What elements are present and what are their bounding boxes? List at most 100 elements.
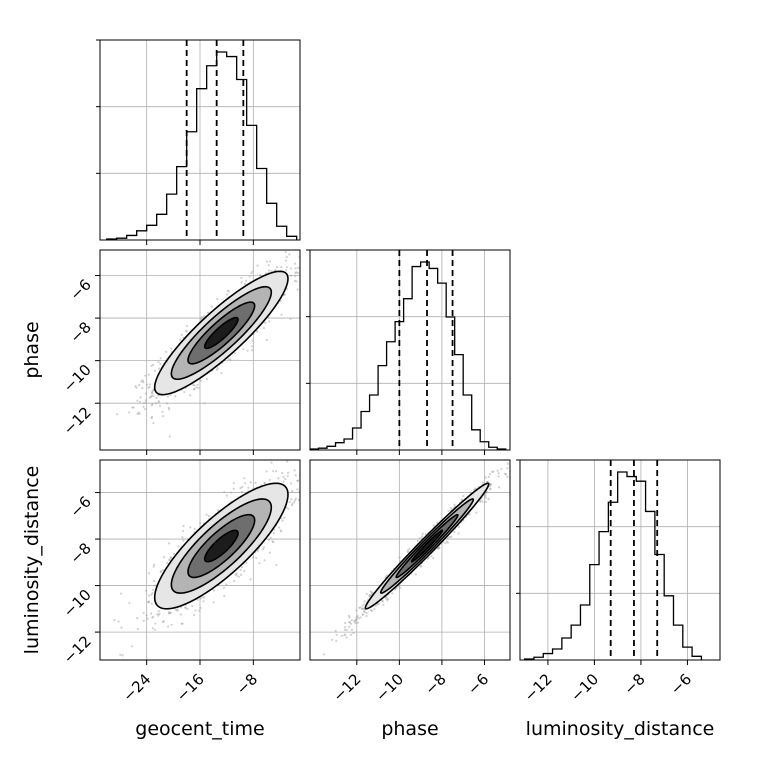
scatter-point xyxy=(365,592,368,596)
scatter-point xyxy=(185,330,188,333)
scatter-point xyxy=(144,408,147,411)
scatter-point xyxy=(289,317,292,320)
scatter-point xyxy=(150,593,153,596)
scatter-point xyxy=(117,620,120,623)
scatter-point xyxy=(307,493,309,495)
scatter-point xyxy=(137,411,140,414)
scatter-point xyxy=(240,566,244,569)
scatter-point xyxy=(240,281,243,284)
scatter-point xyxy=(354,621,357,625)
scatter-point xyxy=(280,313,283,316)
scatter-point xyxy=(182,524,185,527)
scatter-point xyxy=(168,612,171,615)
scatter-point xyxy=(267,269,271,272)
scatter-point xyxy=(157,360,160,364)
scatter-point xyxy=(152,588,155,591)
scatter-point xyxy=(254,481,257,485)
x-tick-label: −8 xyxy=(620,670,648,698)
scatter-point xyxy=(359,616,362,619)
scatter-point xyxy=(158,367,161,370)
scatter-point xyxy=(361,613,364,617)
scatter-point xyxy=(177,545,180,548)
scatter-point xyxy=(153,579,156,583)
panel-luminosity_distance-vs-luminosity_distance xyxy=(516,459,721,665)
x-tick-label: −8 xyxy=(233,670,261,698)
scatter-point xyxy=(293,262,297,265)
scatter-point xyxy=(287,507,290,510)
scatter-point xyxy=(286,474,289,478)
scatter-point xyxy=(199,606,202,609)
scatter-point xyxy=(220,371,223,375)
scatter-point xyxy=(284,455,286,457)
scatter-point xyxy=(335,639,338,643)
y-tick-label: −12 xyxy=(60,632,95,667)
scatter-point xyxy=(280,517,283,520)
scatter-point xyxy=(361,604,364,607)
scatter-point xyxy=(147,600,150,603)
scatter-point xyxy=(487,475,490,478)
scatter-point xyxy=(313,273,315,275)
scatter-point xyxy=(243,569,246,572)
scatter-point xyxy=(249,481,252,484)
scatter-point xyxy=(279,299,282,303)
scatter-point xyxy=(301,461,303,463)
scatter-point xyxy=(168,611,171,614)
scatter-point xyxy=(180,333,183,336)
scatter-point xyxy=(345,628,348,632)
scatter-point xyxy=(293,499,296,502)
scatter-point xyxy=(192,383,195,387)
scatter-point xyxy=(268,551,272,554)
scatter-point xyxy=(213,589,216,592)
y-tick-label: −12 xyxy=(60,403,95,438)
y-tick-label: −8 xyxy=(66,318,94,346)
scatter-point xyxy=(489,483,492,486)
scatter-point xyxy=(269,536,272,539)
scatter-point xyxy=(203,402,206,405)
scatter-point xyxy=(251,270,254,273)
scatter-point xyxy=(355,617,358,620)
axes-frame xyxy=(309,249,511,451)
scatter-point xyxy=(350,633,353,636)
scatter-point xyxy=(144,374,147,377)
scatter-point xyxy=(225,293,229,296)
scatter-point xyxy=(192,388,196,391)
scatter-point xyxy=(205,513,208,516)
scatter-point xyxy=(170,623,173,626)
scatter-point xyxy=(344,626,347,629)
scatter-point xyxy=(256,550,259,553)
scatter-point xyxy=(226,289,229,292)
scatter-point xyxy=(343,628,347,632)
scatter-point xyxy=(142,611,145,615)
scatter-point xyxy=(180,606,183,609)
scatter-point xyxy=(474,487,477,490)
scatter-point xyxy=(184,606,187,609)
scatter-point xyxy=(202,600,205,603)
scatter-point xyxy=(385,597,388,601)
scatter-point xyxy=(350,619,353,622)
scatter-point xyxy=(259,274,262,277)
scatter-point xyxy=(350,628,354,631)
scatter-point xyxy=(363,600,366,603)
scatter-point xyxy=(432,524,435,527)
scatter-point xyxy=(316,472,318,474)
scatter-point xyxy=(189,394,192,397)
scatter-point xyxy=(282,476,285,479)
scatter-point xyxy=(268,260,272,263)
scatter-point xyxy=(150,404,153,407)
scatter-point xyxy=(398,556,401,559)
scatter-point xyxy=(237,575,240,578)
scatter-point xyxy=(174,608,177,611)
scatter-point xyxy=(197,386,200,389)
scatter-point xyxy=(272,540,275,544)
scatter-point xyxy=(243,477,246,480)
x-tick-label: −8 xyxy=(421,670,449,698)
scatter-point xyxy=(229,491,233,494)
scatter-point xyxy=(250,349,253,352)
scatter-point xyxy=(183,390,186,394)
x-axis-label-luminosity_distance: luminosity_distance xyxy=(526,718,715,740)
scatter-point xyxy=(272,470,275,473)
scatter-point xyxy=(369,590,372,593)
scatter-point xyxy=(150,416,153,420)
scatter-point xyxy=(341,413,343,415)
x-tick-label: −12 xyxy=(330,670,365,705)
